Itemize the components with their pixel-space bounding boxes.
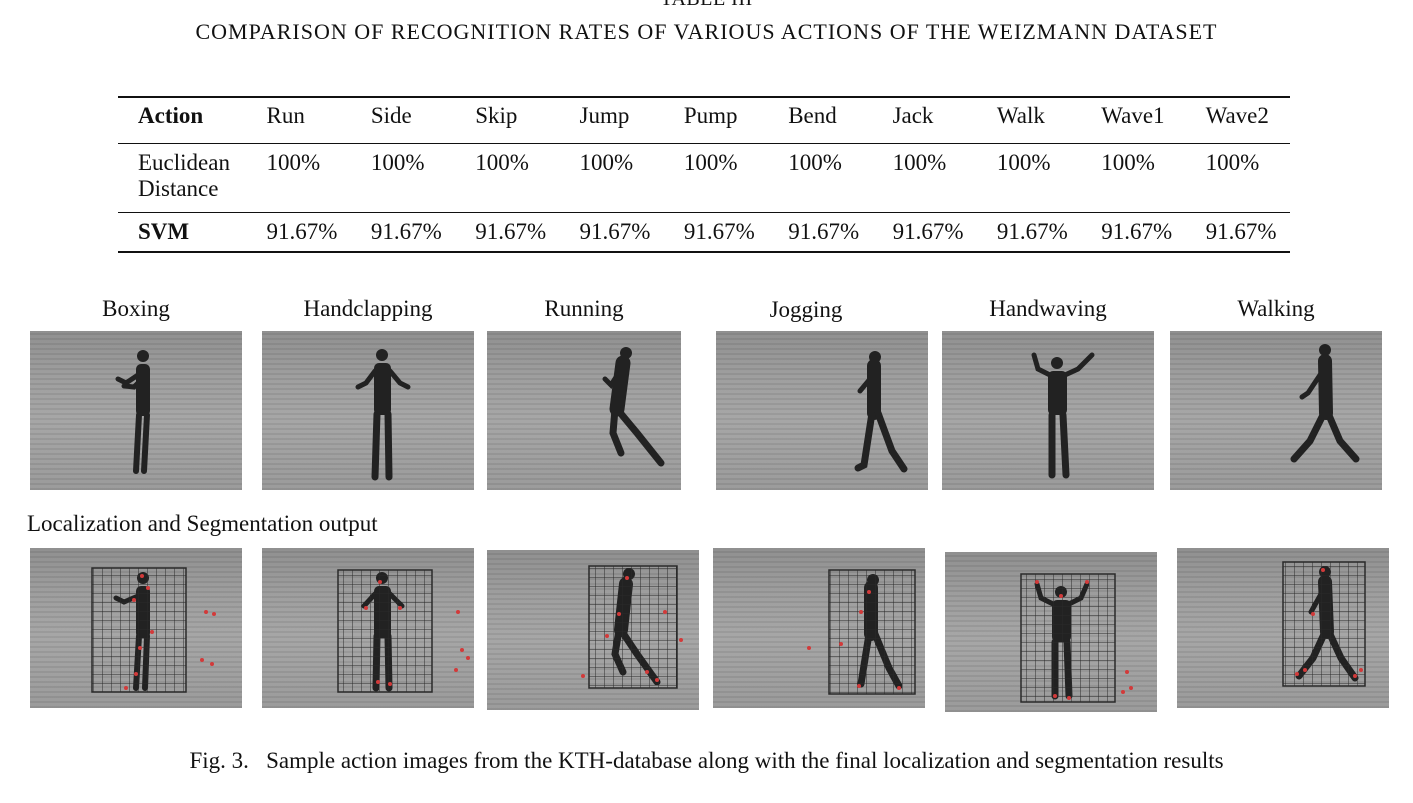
results-table: Action Run Side Skip Jump Pump Bend Jack… — [118, 96, 1290, 253]
section-label: Localization and Segmentation output — [27, 511, 378, 536]
figure-caption: Fig. 3. Sample action images from the KT… — [189, 748, 1224, 773]
table-cell: 100% — [559, 143, 664, 213]
action-label-handclapping: Handclapping — [303, 296, 433, 321]
column-header: Pump — [663, 96, 769, 144]
table-cell: 91.67% — [1185, 212, 1290, 253]
table-label: TABLE III — [0, 0, 1413, 11]
table-cell: 91.67% — [455, 212, 560, 253]
jogging-image — [716, 331, 928, 490]
table-cell: 91.67% — [976, 212, 1082, 253]
action-label-walking: Walking — [1237, 296, 1315, 321]
table-cell: 91.67% — [1081, 212, 1186, 253]
table-cell: 91.67% — [246, 212, 351, 253]
table-cell: 100% — [872, 143, 977, 213]
walking-segmentation-image — [1177, 548, 1389, 708]
handclapping-image — [262, 331, 474, 490]
action-label-running: Running — [544, 296, 624, 321]
table-cell: 100% — [350, 143, 456, 213]
table-cell: 100% — [1081, 143, 1186, 213]
column-header: Side — [350, 96, 456, 144]
column-header: Wave2 — [1185, 96, 1290, 144]
table-cell: 91.67% — [663, 212, 769, 253]
table-cell: 100% — [1185, 143, 1290, 213]
row-header: Euclidean Distance — [118, 143, 247, 213]
column-header: Run — [246, 96, 351, 144]
handwaving-image — [942, 331, 1154, 490]
column-header: Jump — [559, 96, 664, 144]
table-cell: 91.67% — [872, 212, 977, 253]
action-label-boxing: Boxing — [102, 296, 170, 321]
column-header: Action — [118, 96, 247, 144]
table-cell: 91.67% — [559, 212, 664, 253]
action-label-handwaving: Handwaving — [989, 296, 1107, 321]
boxing-image — [30, 331, 242, 490]
column-header: Walk — [976, 96, 1082, 144]
handwaving-segmentation-image — [945, 552, 1157, 712]
column-header: Skip — [455, 96, 560, 144]
walking-image — [1170, 331, 1382, 490]
row-header: SVM — [118, 212, 247, 253]
column-header: Bend — [768, 96, 873, 144]
table-row: SVM 91.67% 91.67% 91.67% 91.67% 91.67% 9… — [118, 212, 1290, 253]
table-header-row: Action Run Side Skip Jump Pump Bend Jack… — [118, 96, 1290, 144]
table-cell: 100% — [663, 143, 769, 213]
table-cell: 91.67% — [350, 212, 456, 253]
running-segmentation-image — [487, 550, 699, 710]
table-cell: 100% — [246, 143, 351, 213]
table-cell: 100% — [976, 143, 1082, 213]
column-header: Wave1 — [1081, 96, 1186, 144]
action-label-jogging: Jogging — [769, 297, 843, 322]
jogging-segmentation-image — [713, 548, 925, 708]
column-header: Jack — [872, 96, 977, 144]
table-cell: 100% — [455, 143, 560, 213]
table-cell: 100% — [768, 143, 873, 213]
handclapping-segmentation-image — [262, 548, 474, 708]
table-cell: 91.67% — [768, 212, 873, 253]
table-row: Euclidean Distance 100% 100% 100% 100% 10… — [118, 143, 1290, 213]
running-image — [487, 331, 681, 490]
table-title: COMPARISON OF RECOGNITION RATES OF VARIO… — [195, 19, 1218, 44]
boxing-segmentation-image — [30, 548, 242, 708]
